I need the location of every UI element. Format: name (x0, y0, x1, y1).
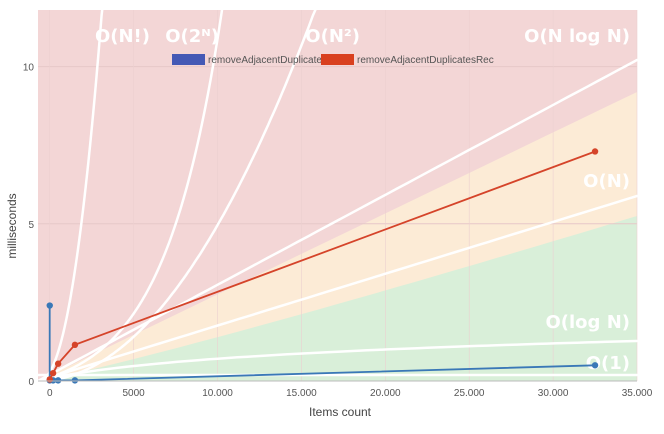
complexity-labels: O(1) O(log N) O(N) O(N log N) O(N²) O(2ᴺ) O(N!… (95, 26, 630, 374)
axes: 0 5000 10.000 15.000 20.000 25.000 30.000 35.00… (23, 63, 653, 399)
y-tick-label: 5 (28, 220, 34, 231)
y-axis-title: milliseconds (5, 193, 19, 258)
region-green (38, 216, 637, 381)
curve-ologn (36, 339, 639, 383)
legend-swatch (321, 54, 354, 65)
complexity-label: O(2ᴺ) (165, 26, 219, 47)
complexity-label: O(N log N) (524, 26, 630, 47)
x-tick-label: 20.000 (370, 388, 401, 399)
curve-on2 (36, 8, 317, 383)
x-tick-label: 25.000 (454, 388, 485, 399)
complexity-label: O(N!) (95, 26, 150, 47)
legend-swatch (172, 54, 205, 65)
x-tick-label: 5000 (123, 388, 146, 399)
y-tick-label: 10 (23, 63, 35, 74)
y-tick-label: 0 (28, 377, 34, 388)
legend-label: removeAdjacentDuplicatesRec (357, 55, 494, 66)
background-regions (38, 10, 637, 381)
x-axis-title: Items count (309, 405, 372, 419)
complexity-label: O(N²) (305, 26, 360, 47)
data-point[interactable] (46, 376, 53, 383)
complexity-curves (36, 8, 639, 383)
legend-label: removeAdjacentDuplicates (208, 55, 327, 66)
complexity-label: O(log N) (545, 312, 630, 333)
complexity-label: O(1) (586, 353, 630, 374)
legend-item[interactable]: removeAdjacentDuplicates (172, 54, 327, 66)
curve-onlogn (36, 58, 639, 383)
x-tick-label: 15.000 (286, 388, 317, 399)
curve-on (36, 194, 639, 383)
data-point[interactable] (46, 302, 53, 309)
data-point[interactable] (71, 341, 79, 349)
data-point[interactable] (591, 148, 599, 155)
legend-item[interactable]: removeAdjacentDuplicatesRec (321, 54, 494, 66)
x-tick-label: 0 (47, 388, 53, 399)
curve-onfact (36, 8, 104, 383)
data-point[interactable] (54, 377, 62, 384)
data-point[interactable] (591, 362, 599, 369)
curve-o2n (36, 8, 224, 383)
x-tick-label: 30.000 (538, 388, 569, 399)
data-point[interactable] (54, 360, 62, 367)
x-tick-label: 10.000 (202, 388, 233, 399)
complexity-label: O(N) (583, 171, 630, 192)
legend[interactable]: removeAdjacentDuplicates removeAdjacentDu… (172, 54, 494, 66)
data-point[interactable] (71, 377, 79, 384)
data-point[interactable] (49, 369, 57, 377)
x-tick-label: 35.000 (622, 388, 653, 399)
